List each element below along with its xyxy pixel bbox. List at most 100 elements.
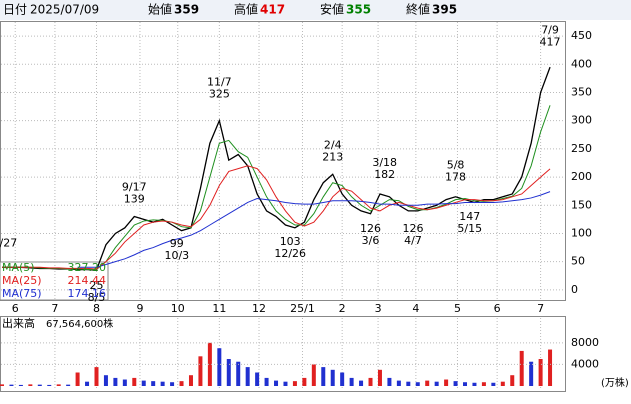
volume-bar: [349, 377, 354, 386]
x-tick-label: 4: [412, 302, 419, 315]
volume-bar: [434, 381, 439, 386]
volume-bar: [283, 381, 288, 386]
x-tick-label: 8: [93, 302, 100, 315]
volume-bar: [47, 384, 52, 386]
legend-label: MA(25): [2, 274, 42, 287]
volume-bar: [425, 380, 430, 386]
volume-bar: [463, 382, 468, 386]
y-tick-label: 4000: [571, 357, 599, 370]
annotation: 99: [170, 237, 184, 250]
header-label: 始値: [148, 2, 172, 17]
annotation: 147: [459, 210, 480, 223]
x-tick-label: 12: [252, 302, 266, 315]
volume-bar: [103, 375, 108, 386]
volume-bar: [37, 384, 42, 386]
annotation: 5/8: [447, 158, 465, 171]
price-frame: [0, 21, 566, 301]
volume-bar: [311, 364, 316, 386]
volume-bar: [340, 372, 345, 386]
annotation: 7/9: [541, 24, 559, 37]
annotation: 3/6: [362, 234, 380, 247]
volume-bar: [453, 381, 458, 386]
volume-bar: [18, 384, 23, 386]
volume-bar: [255, 372, 260, 386]
volume-bar: [387, 377, 392, 386]
volume-title: 出来高: [2, 316, 35, 330]
annotation: 10/3: [164, 249, 189, 262]
x-tick-label: 3: [375, 302, 382, 315]
series-line: [2, 165, 551, 270]
volume-bar: [66, 384, 71, 386]
volume-bar: [226, 359, 231, 386]
annotation: 25: [89, 279, 103, 292]
volume-bar: [538, 359, 543, 386]
legend-label: MA(5): [2, 261, 35, 274]
volume-bar: [548, 349, 553, 386]
y-tick-label: 8000: [571, 336, 599, 349]
volume-bar: [236, 361, 241, 386]
series-line: [77, 191, 551, 268]
header-value: 359: [174, 3, 199, 17]
header-value: 417: [260, 3, 285, 17]
volume-bar: [472, 382, 477, 386]
y-tick-label: 150: [571, 198, 592, 211]
annotation: 126: [403, 222, 424, 235]
annotation: 126: [360, 222, 381, 235]
volume-total: 67,564,600株: [46, 317, 113, 330]
x-tick-label: 9: [136, 302, 143, 315]
x-tick-label: 2: [339, 302, 346, 315]
volume-bar: [56, 384, 61, 386]
volume-bar: [519, 350, 524, 386]
volume-unit: (万株): [601, 376, 629, 389]
volume-bar: [141, 380, 146, 386]
x-tick-label: 7: [537, 302, 544, 315]
x-tick-label: 25/1: [290, 302, 315, 315]
volume-bar: [444, 379, 449, 386]
volume-bar: [359, 380, 364, 386]
volume-bar: [406, 381, 411, 386]
header-label: 終値: [406, 2, 430, 17]
annotation: 178: [445, 170, 466, 183]
annotation: 5/15: [457, 222, 482, 235]
volume-bar: [368, 377, 373, 386]
volume-bar: [122, 379, 127, 386]
y-tick-label: 400: [571, 57, 592, 70]
header-value: 395: [432, 3, 457, 17]
legend-value: 174.16: [68, 287, 107, 300]
legend-label: MA(75): [2, 287, 42, 300]
volume-bar: [28, 384, 33, 386]
volume-bar: [274, 380, 279, 386]
x-tick-label: 6: [12, 302, 19, 315]
header-label: 高値: [234, 2, 258, 17]
volume-bar: [245, 367, 250, 386]
annotation: 325: [209, 88, 230, 101]
volume-bar: [529, 361, 534, 386]
volume-bar: [170, 382, 175, 386]
annotation: 213: [322, 151, 343, 164]
volume-bar: [160, 381, 165, 386]
series-line: [2, 66, 551, 271]
volume-bar: [377, 369, 382, 386]
date: 2025/07/09: [30, 3, 99, 17]
volume-bar: [113, 377, 118, 386]
volume-bar: [264, 377, 269, 386]
header-label: 安値: [320, 2, 344, 17]
header-bar: [0, 0, 631, 20]
volume-bar: [85, 381, 90, 386]
volume-bar: [198, 356, 203, 386]
series-line: [2, 105, 551, 271]
volume-bar: [75, 372, 80, 386]
annotation: 3/18: [372, 156, 397, 169]
y-tick-label: 100: [571, 226, 592, 239]
volume-bar: [151, 381, 156, 386]
volume-frame: [0, 316, 566, 392]
y-tick-label: 0: [571, 283, 578, 296]
y-tick-label: 200: [571, 170, 592, 183]
volume-bar: [179, 381, 184, 386]
annotation: 12/26: [274, 247, 306, 260]
volume-bar: [132, 377, 137, 386]
x-tick-label: 10: [171, 302, 185, 315]
annotation: 139: [124, 192, 145, 205]
annotation: 5/27: [0, 236, 17, 249]
